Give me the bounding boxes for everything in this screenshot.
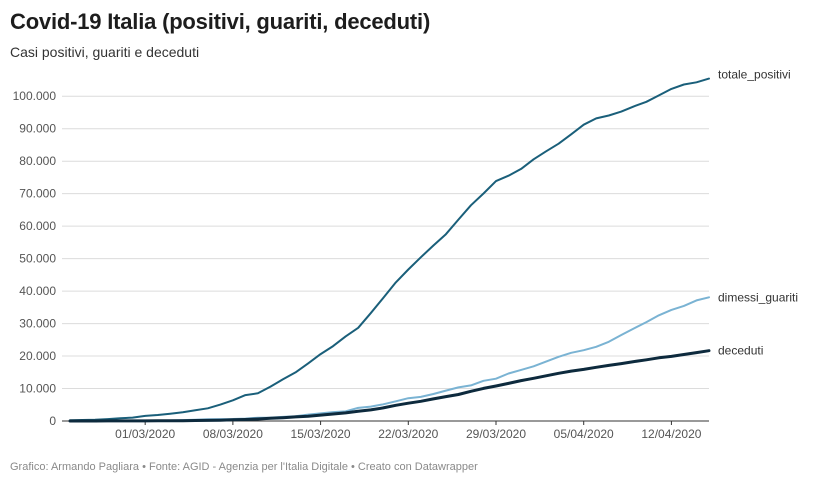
y-tick-label: 80.000 — [19, 154, 56, 168]
series-label-deceduti: deceduti — [718, 344, 763, 358]
series-label-dimessi_guariti: dimessi_guariti — [718, 290, 798, 304]
x-tick-label: 01/03/2020 — [115, 427, 175, 441]
x-tick-label: 08/03/2020 — [203, 427, 263, 441]
y-tick-label: 10.000 — [19, 382, 56, 396]
x-tick-label: 22/03/2020 — [378, 427, 438, 441]
chart-subtitle: Casi positivi, guariti e deceduti — [10, 44, 200, 60]
y-tick-label: 90.000 — [19, 122, 56, 136]
y-tick-label: 100.000 — [13, 89, 57, 103]
y-tick-label: 60.000 — [19, 219, 56, 233]
x-tick-label: 29/03/2020 — [466, 427, 526, 441]
chart-footer: Grafico: Armando Pagliara • Fonte: AGID … — [10, 461, 478, 473]
series-label-totale_positivi: totale_positivi — [718, 68, 791, 82]
x-tick-label: 05/04/2020 — [554, 427, 614, 441]
y-tick-label: 20.000 — [19, 349, 56, 363]
series-labels: totale_positivi dimessi_guariti deceduti — [718, 68, 798, 358]
y-tick-label: 0 — [49, 414, 56, 428]
series-line-dimessi_guariti — [69, 296, 710, 422]
chart-title: Covid-19 Italia (positivi, guariti, dece… — [10, 9, 431, 34]
y-tick-label: 30.000 — [19, 317, 56, 331]
gridlines — [62, 95, 709, 390]
y-tick-label: 70.000 — [19, 187, 56, 201]
x-tick-label: 15/03/2020 — [291, 427, 351, 441]
axes: 0 10.000 20.000 30.000 40.000 50.000 60.000 70.… — [13, 89, 709, 441]
series-line-totale_positivi — [69, 77, 710, 422]
series-line-deceduti — [68, 349, 711, 423]
x-tick-label: 12/04/2020 — [641, 427, 701, 441]
y-tick-label: 50.000 — [19, 252, 56, 266]
y-tick-label: 40.000 — [19, 284, 56, 298]
series-lines — [68, 77, 711, 423]
